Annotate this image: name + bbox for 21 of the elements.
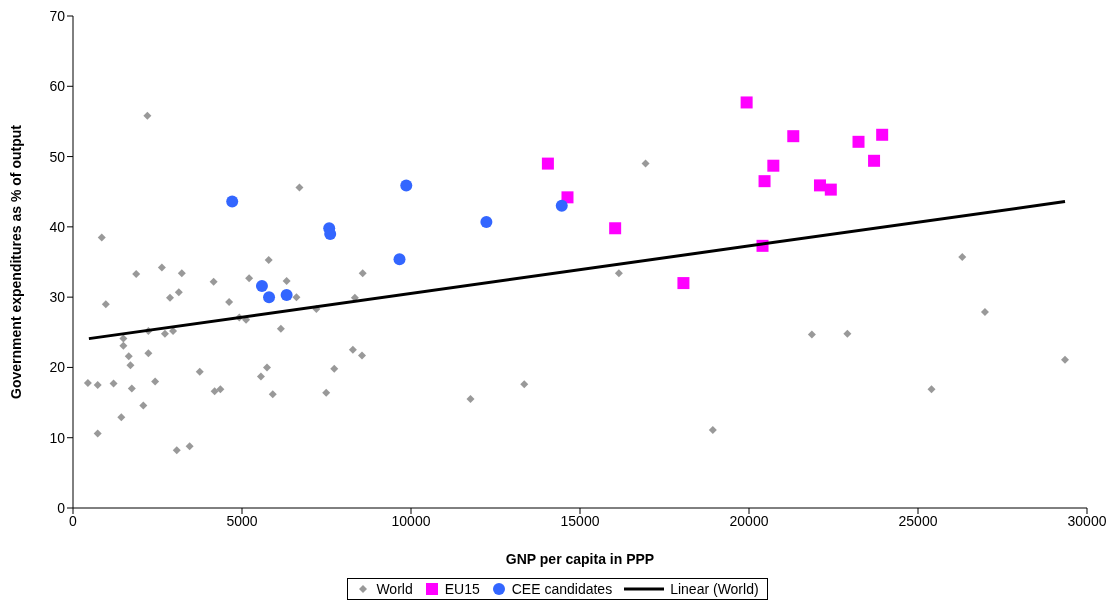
x-tick-label: 30000 xyxy=(1067,512,1107,529)
x-tick-label: 10000 xyxy=(391,512,431,529)
y-tick-label: 60 xyxy=(49,78,66,95)
x-axis-title: GNP per capita in PPP xyxy=(505,551,655,567)
y-axis-title: Government expenditures as % of output xyxy=(7,124,24,399)
legend-label: EU15 xyxy=(444,581,480,597)
x-tick-label: 0 xyxy=(69,512,78,529)
y-tick-label: 20 xyxy=(49,359,66,376)
x-tick-label: 5000 xyxy=(226,512,258,529)
y-tick-label: 30 xyxy=(49,289,66,306)
legend-label: Linear (World) xyxy=(670,581,759,597)
legend-label: World xyxy=(376,581,413,597)
y-tick-label: 70 xyxy=(49,7,66,24)
y-tick-label: 50 xyxy=(49,148,66,165)
legend-label: CEE candidates xyxy=(511,581,613,597)
y-tick-label: 40 xyxy=(49,218,66,235)
x-tick-label: 20000 xyxy=(729,512,769,529)
x-tick-label: 15000 xyxy=(560,512,600,529)
x-tick-label: 25000 xyxy=(898,512,938,529)
y-tick-label: 0 xyxy=(57,499,66,516)
y-tick-label: 10 xyxy=(49,429,66,446)
